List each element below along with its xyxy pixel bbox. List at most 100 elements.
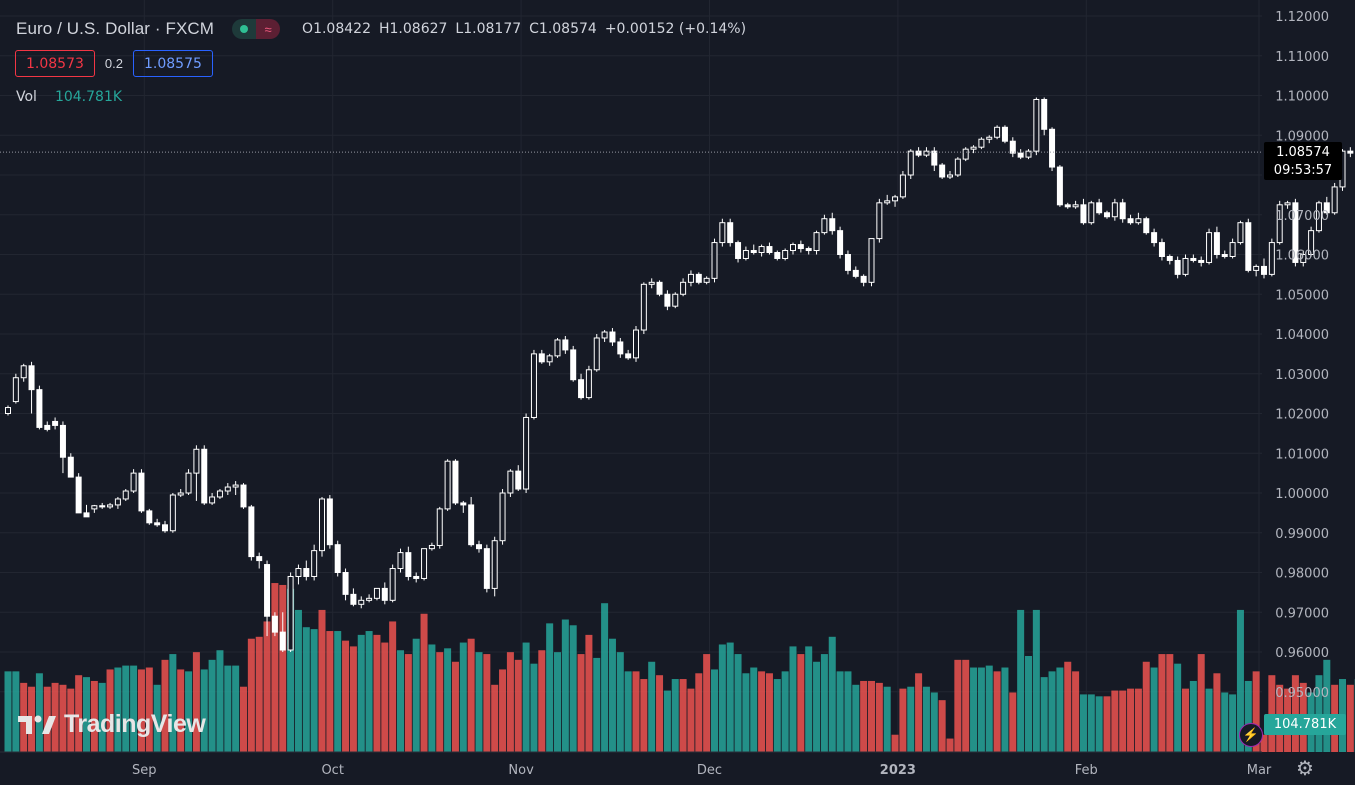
buy-button[interactable]: 1.08575	[132, 50, 213, 77]
price-axis[interactable]: 1.120001.110001.100001.090001.080001.070…	[1275, 10, 1329, 701]
candle-body	[805, 248, 812, 252]
volume-bar	[232, 665, 240, 752]
candle-body	[530, 353, 537, 418]
candle-body	[326, 498, 333, 546]
volume-bar	[1032, 609, 1040, 752]
volume-bar	[185, 671, 193, 752]
candle-body	[884, 200, 891, 204]
candle-body	[939, 164, 946, 178]
volume-bar	[899, 688, 907, 752]
candle-body	[766, 246, 773, 254]
candle-body	[162, 524, 168, 532]
y-tick-label: 0.99000	[1275, 527, 1329, 542]
volume-bar	[852, 684, 860, 752]
y-tick-label: 1.01000	[1275, 447, 1329, 462]
candle-body	[1009, 140, 1016, 154]
volume-bar	[656, 675, 664, 752]
volume-bar	[83, 677, 90, 752]
volume-bar	[703, 654, 711, 752]
volume-bar	[4, 671, 12, 752]
candle-body	[1206, 232, 1213, 263]
candle-body	[358, 599, 365, 605]
sell-button[interactable]: 1.08573	[15, 50, 95, 77]
volume-bar	[412, 638, 420, 752]
volume-bar	[875, 682, 883, 752]
candle-body	[821, 218, 828, 234]
lightning-icon[interactable]: ⚡	[1239, 723, 1263, 747]
volume-bar	[632, 671, 640, 752]
candle-body	[625, 353, 632, 359]
x-tick-label: Sep	[132, 763, 157, 778]
candle-body	[83, 512, 90, 518]
volume-bar	[750, 667, 758, 752]
volume-bar	[671, 679, 679, 752]
candle-body	[844, 254, 851, 271]
tradingview-logo-icon	[18, 715, 56, 734]
settings-gear-icon[interactable]: ⚙	[1296, 758, 1314, 780]
volume-bar	[1056, 667, 1064, 752]
volume-bar	[1182, 688, 1189, 752]
candle-body	[311, 550, 318, 577]
volume-bar	[1111, 690, 1119, 752]
volume-bar	[287, 588, 295, 752]
candle-body	[499, 492, 506, 542]
volume-bar	[1025, 656, 1032, 752]
candle-body	[962, 148, 969, 160]
volume-bar	[1323, 659, 1331, 752]
candle-body	[664, 293, 671, 307]
volume-bar	[962, 659, 970, 752]
candle-body	[146, 510, 153, 524]
volume-bar	[695, 673, 703, 752]
candle-body	[224, 486, 231, 492]
candle-body	[1151, 232, 1158, 244]
volume-legend[interactable]: Vol 104.781K	[16, 89, 122, 105]
candle-body	[1041, 98, 1048, 130]
candle-body	[1308, 230, 1315, 255]
volume-bar	[648, 661, 656, 752]
market-status-pill[interactable]: ≈	[232, 19, 281, 39]
volume-bar	[1174, 663, 1182, 752]
volume-bar	[1244, 680, 1252, 752]
tradingview-logo-text: TradingView	[64, 710, 206, 738]
volume-bar	[946, 738, 954, 752]
candle-body	[1261, 265, 1267, 275]
candle-body	[1284, 202, 1291, 206]
candle-body	[1174, 259, 1181, 275]
volume-bar	[922, 686, 930, 752]
volume-bar	[389, 621, 397, 752]
volume-bar	[616, 652, 624, 752]
volume-bar	[373, 634, 381, 752]
volume-bar	[742, 673, 750, 752]
spread-value: 0.2	[104, 56, 123, 71]
volume-bar	[279, 584, 287, 752]
symbol-title[interactable]: Euro / U.S. Dollar · FXCM	[16, 19, 215, 38]
volume-bar	[954, 659, 962, 752]
volume-bar	[765, 673, 773, 752]
volume-bar	[977, 667, 985, 752]
volume-bar	[216, 650, 224, 752]
candle-body	[232, 484, 239, 488]
candle-body	[319, 498, 325, 552]
volume-bar	[428, 644, 436, 752]
y-tick-label: 1.05000	[1275, 288, 1329, 303]
candle-body	[397, 552, 404, 570]
candle-body	[1315, 202, 1322, 232]
volume-bar	[349, 646, 357, 752]
candle-body	[1253, 265, 1260, 271]
volume-bar	[161, 659, 169, 752]
tradingview-logo[interactable]: TradingView	[18, 710, 206, 739]
candle-body	[99, 505, 106, 508]
volume-bar	[1166, 654, 1174, 752]
time-axis[interactable]: Sep Oct Nov Dec 2023 Feb Mar	[0, 751, 1272, 778]
volume-bar	[318, 609, 326, 752]
candle-body	[1080, 204, 1087, 224]
trade-panel: 1.08573 0.2 1.08575	[15, 50, 213, 77]
candle-body	[421, 548, 428, 579]
candle-body	[954, 158, 961, 176]
candle-body	[640, 283, 647, 331]
y-tick-label: 1.10000	[1275, 90, 1329, 105]
volume-bar	[381, 642, 389, 752]
candle-body	[947, 174, 953, 178]
volume-bar	[444, 648, 452, 752]
